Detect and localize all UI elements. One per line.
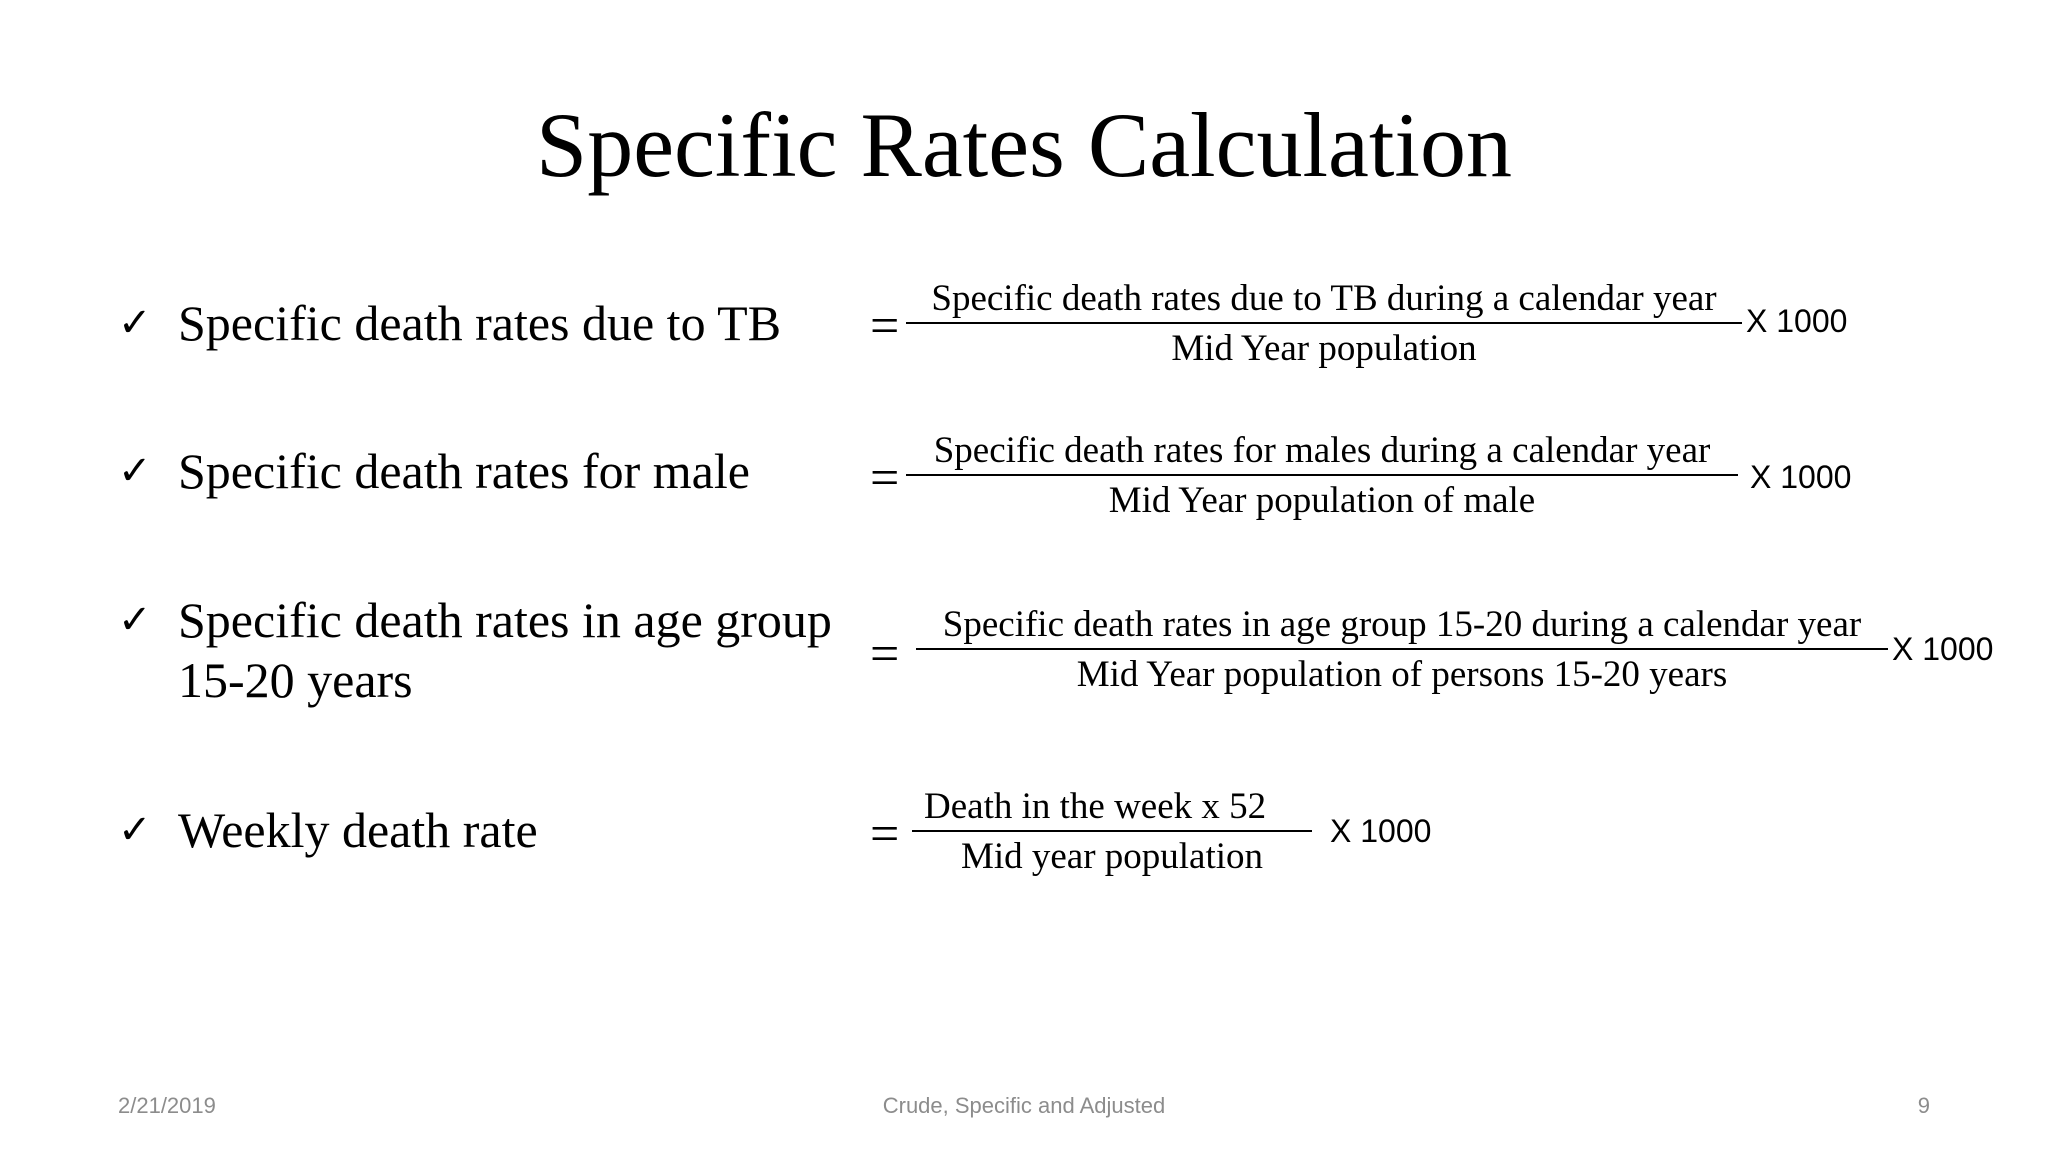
fraction-numerator: Death in the week x 52 [924,786,1267,827]
fraction-numerator: Specific death rates in age group 15-20 … [942,604,1862,645]
formula-weekly: = Death in the week x 52 Mid year popula… [870,785,1470,877]
multiplier: X 1000 [1330,813,1432,849]
equals-sign: = [870,450,900,507]
checkmark-icon: ✓ [118,448,152,494]
equals-sign: = [870,626,900,683]
fraction: Death in the week x 52 Mid year populati… [912,785,1312,879]
fraction-denominator: Mid Year population [1171,328,1477,369]
fraction: Specific death rates due to TB during a … [906,277,1742,371]
checkmark-icon: ✓ [118,807,152,853]
formula-age-group: = Specific death rates in age group 15-2… [870,603,2030,695]
slide-number: 9 [1917,1093,1930,1118]
fraction-bar [906,322,1742,324]
footer-date: 2/21/2019 [118,1093,216,1118]
fraction-denominator: Mid year population [960,836,1264,877]
bullet-label: Weekly death rate [178,802,538,858]
checkmark-icon: ✓ [118,597,152,643]
multiplier: X 1000 [1750,459,1852,495]
equals-sign: = [870,298,900,355]
formula-male: = Specific death rates for males during … [870,429,1890,521]
fraction-denominator: Mid Year population of persons 15-20 yea… [1076,654,1728,695]
footer-title: Crude, Specific and Adjusted [882,1093,1166,1118]
fraction-bar [912,830,1312,832]
fraction-bar [916,648,1888,650]
formula-tb: = Specific death rates due to TB during … [870,277,1890,369]
equals-sign: = [870,806,900,863]
checkmark-icon: ✓ [118,300,152,346]
bullet-label: Specific death rates due to TB [178,295,782,351]
fraction-numerator: Specific death rates due to TB during a … [931,278,1717,319]
bullet-label: Specific death rates in age group 15-20 … [178,592,832,708]
multiplier: X 1000 [1746,303,1848,339]
fraction-denominator: Mid Year population of male [1108,480,1536,521]
multiplier: X 1000 [1892,631,1994,667]
fraction: Specific death rates in age group 15-20 … [916,603,1888,697]
fraction-numerator: Specific death rates for males during a … [933,430,1711,471]
fraction: Specific death rates for males during a … [906,429,1738,523]
fraction-bar [906,474,1738,476]
slide-title: Specific Rates Calculation [536,94,1512,196]
bullet-label: Specific death rates for male [178,443,750,499]
